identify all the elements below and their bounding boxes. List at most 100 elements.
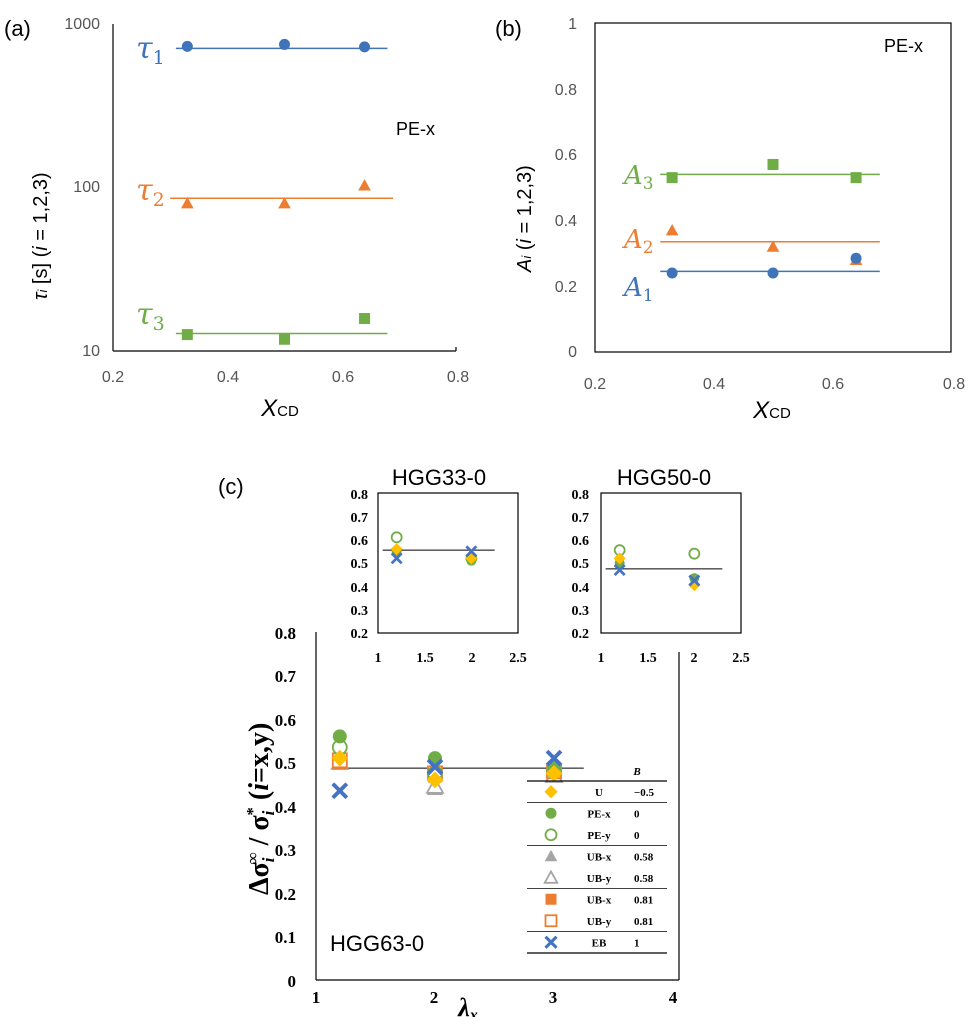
y-tick-label: 0.6 bbox=[275, 711, 296, 730]
data-point-pe-y bbox=[688, 547, 701, 560]
legend-marker-pe-y bbox=[544, 828, 558, 842]
series-label-tau1: τ1 bbox=[136, 31, 165, 69]
series-label-tau2: τ2 bbox=[136, 173, 165, 211]
inset-hgg50-x-ticks: 1 1.5 2 2.5 bbox=[598, 651, 750, 666]
data-point-tau2 bbox=[358, 179, 371, 191]
panel-b-series bbox=[660, 158, 880, 279]
panel-a-x-ticks: 0.2 0.4 0.6 0.8 bbox=[102, 369, 469, 386]
data-point-eb bbox=[331, 782, 349, 800]
y-tick-label: 0.2 bbox=[351, 627, 369, 642]
y-tick-label: 0.7 bbox=[351, 511, 369, 526]
legend-name: UB-x bbox=[587, 851, 612, 863]
legend-header: B bbox=[632, 766, 640, 778]
legend-marker-u bbox=[544, 785, 558, 799]
legend-value: 0 bbox=[634, 830, 640, 842]
x-tick-label: 2.5 bbox=[509, 651, 527, 666]
legend-value: 0.81 bbox=[634, 894, 653, 906]
y-tick-label: 1 bbox=[568, 16, 577, 33]
x-tick-label: 0.8 bbox=[447, 369, 469, 386]
inset-hgg33: HGG33-0 0.8 0.7 0.6 0.5 0.4 0.3 0.2 1 1.… bbox=[351, 465, 527, 666]
y-tick-label: 0.2 bbox=[275, 885, 296, 904]
data-point-tau2 bbox=[278, 197, 291, 209]
data-point-eb bbox=[688, 574, 701, 587]
x-tick-label: 1 bbox=[312, 988, 321, 1007]
panel-c: (c) 0.8 0.7 0.6 0.5 0.4 0.3 0.2 0.1 0 1 … bbox=[218, 474, 680, 1017]
x-tick-label: 0.8 bbox=[943, 376, 965, 393]
panel-a-label: (a) bbox=[4, 16, 31, 41]
panel-b-x-axis-label: XCD bbox=[752, 397, 791, 424]
inset-hgg33-series bbox=[382, 531, 495, 566]
y-tick-label: 0 bbox=[288, 972, 297, 991]
legend-name: PE-x bbox=[587, 808, 611, 820]
legend-value: 0.58 bbox=[634, 873, 654, 885]
data-point-eb bbox=[390, 552, 403, 565]
x-tick-label: 0.4 bbox=[703, 376, 725, 393]
inset-hgg33-y-ticks: 0.8 0.7 0.6 0.5 0.4 0.3 0.2 bbox=[351, 488, 369, 642]
y-tick-label: 0.2 bbox=[555, 279, 577, 296]
panel-b-annotation: PE-x bbox=[884, 36, 923, 56]
series-label-tau3: τ3 bbox=[136, 297, 165, 335]
x-tick-label: 2 bbox=[430, 988, 439, 1007]
y-tick-label: 0.7 bbox=[572, 511, 590, 526]
data-point-u bbox=[390, 543, 403, 555]
x-tick-label: 0.6 bbox=[822, 376, 844, 393]
x-tick-label: 0.2 bbox=[102, 369, 124, 386]
inset-hgg33-x-ticks: 1 1.5 2 2.5 bbox=[375, 651, 527, 666]
x-tick-label: 0.4 bbox=[217, 369, 239, 386]
data-point-pe-x bbox=[689, 573, 700, 584]
x-tick-label: 1.5 bbox=[639, 651, 657, 666]
data-point-u bbox=[545, 764, 563, 782]
panel-a-x-axis-label: XCD bbox=[260, 395, 299, 422]
legend-name: UB-y bbox=[587, 873, 612, 885]
data-point-A3 bbox=[666, 172, 678, 184]
data-point-A2 bbox=[766, 240, 780, 252]
data-point-u bbox=[331, 749, 349, 767]
legend-value: 0.58 bbox=[634, 851, 654, 863]
y-tick-label: 0.4 bbox=[555, 213, 577, 230]
x-tick-label: 1 bbox=[375, 651, 382, 666]
x-tick-label: 3 bbox=[549, 988, 558, 1007]
y-tick-label: 0.1 bbox=[275, 928, 296, 947]
panel-b-y-ticks: 1 0.8 0.6 0.4 0.2 0 bbox=[555, 16, 577, 361]
panel-a-y-ticks: 1000 100 10 bbox=[64, 16, 100, 360]
legend-marker-eb bbox=[544, 935, 558, 949]
y-tick-label: 100 bbox=[73, 179, 100, 196]
data-point-eb bbox=[465, 545, 478, 558]
panel-c-label: (c) bbox=[218, 474, 244, 499]
y-tick-label: 0.8 bbox=[572, 488, 590, 503]
legend-name: PE-y bbox=[587, 830, 611, 842]
legend-name: EB bbox=[592, 937, 607, 949]
panel-c-annotation: HGG63-0 bbox=[330, 931, 424, 956]
panel-a-annotation: PE-x bbox=[396, 119, 435, 139]
data-point-A1 bbox=[666, 267, 678, 279]
legend-marker-pe-x bbox=[545, 807, 557, 819]
legend-marker-ub-x bbox=[545, 893, 557, 905]
data-point-A1 bbox=[850, 252, 862, 264]
panel-b-frame bbox=[594, 22, 952, 353]
legend: B U −0.5 PE-x 0 PE-y 0 UB-x 0.58 UB-y 0.58 UB-x 0.8… bbox=[527, 766, 667, 954]
inset-hgg50-title: HGG50-0 bbox=[617, 465, 711, 490]
data-point-eb bbox=[613, 564, 626, 576]
y-tick-label: 0 bbox=[568, 344, 577, 361]
inset-hgg33-title: HGG33-0 bbox=[392, 465, 486, 490]
data-point-tau1 bbox=[279, 38, 290, 50]
panel-a-y-axis-label: τi [s] (i = 1,2,3) bbox=[30, 172, 52, 300]
data-point-tau2 bbox=[180, 197, 194, 209]
data-point-u bbox=[613, 552, 626, 565]
x-tick-label: 1 bbox=[598, 651, 605, 666]
x-tick-label: 1.5 bbox=[416, 651, 434, 666]
series-label-A2: A2 bbox=[622, 225, 654, 258]
y-tick-label: 10 bbox=[82, 343, 100, 360]
data-point-eb bbox=[426, 758, 444, 776]
legend-value: 0 bbox=[634, 808, 640, 820]
x-tick-label: 4 bbox=[669, 988, 678, 1007]
legend-name: UB-y bbox=[587, 916, 612, 928]
y-tick-label: 0.6 bbox=[351, 534, 369, 549]
data-point-eb bbox=[545, 749, 563, 767]
panel-b-x-ticks: 0.2 0.4 0.6 0.8 bbox=[584, 376, 965, 393]
panel-c-x-ticks: 1 2 3 4 bbox=[312, 988, 678, 1007]
legend-value: 0.81 bbox=[634, 916, 653, 928]
inset-hgg50-series bbox=[605, 544, 723, 592]
y-tick-label: 0.3 bbox=[351, 604, 369, 619]
